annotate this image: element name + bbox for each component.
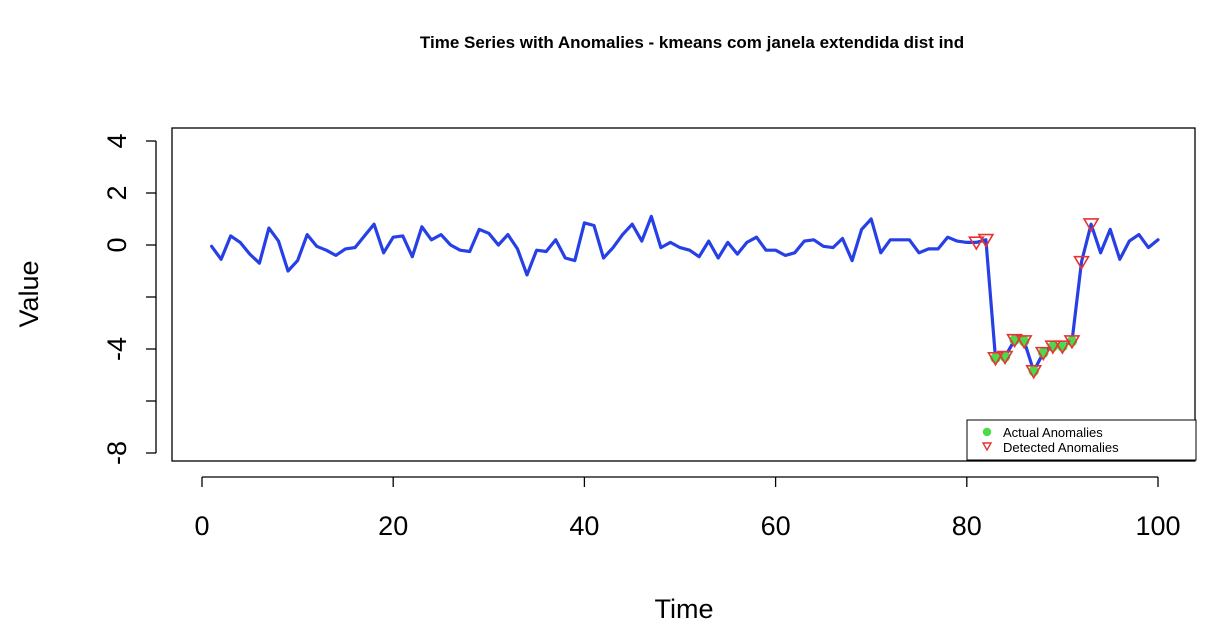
series-line-values (210, 214, 1160, 373)
x-tick-label: 60 (761, 511, 791, 541)
detected-anomaly-point (1054, 340, 1071, 355)
y-tick-label: -4 (102, 337, 132, 361)
detected-anomaly-point (977, 233, 995, 249)
plot-frame (171, 127, 1196, 462)
detected-anomaly-point (1015, 335, 1033, 350)
detected-anomaly-point (1044, 340, 1062, 355)
series-layer (210, 214, 1160, 373)
x-tick-label: 40 (569, 511, 599, 541)
detected-anomaly-point (996, 350, 1014, 366)
detected-anomaly-point (1034, 346, 1052, 362)
y-tick-label: 2 (102, 185, 132, 200)
legend-marker-actual (982, 427, 992, 437)
x-tick-label: 0 (194, 511, 209, 541)
legend-label-actual: Actual Anomalies (1003, 425, 1103, 440)
y-tick-label: 4 (102, 133, 132, 148)
chart-title: Time Series with Anomalies - kmeans com … (420, 33, 964, 52)
legend-marker-detected (981, 442, 993, 452)
detected-anomaly-point (987, 352, 1004, 367)
detected-anomaly-point (1073, 255, 1090, 271)
y-tick-label: 0 (102, 237, 132, 252)
x-tick-label: 100 (1135, 511, 1180, 541)
legend-label-detected: Detected Anomalies (1003, 440, 1119, 455)
detected-anomaly-point (967, 236, 985, 251)
y-tick-label: -8 (102, 441, 132, 465)
detected-anomaly-point (1006, 333, 1023, 349)
x-tick-label: 80 (952, 511, 982, 541)
legend: Actual Anomalies Detected Anomalies (966, 419, 1197, 461)
legend-box (966, 419, 1197, 461)
markers-layer (967, 218, 1100, 380)
x-tick-label: 20 (378, 511, 408, 541)
y-axis-title: Value (14, 260, 44, 327)
detected-anomaly-point (1082, 218, 1100, 233)
axes: 0 20 40 60 80 100 -8 -4 0 2 4 (102, 127, 1196, 541)
x-axis-title: Time (655, 594, 714, 624)
detected-anomaly-point (1025, 365, 1043, 380)
detected-anomaly-point (1063, 335, 1081, 350)
